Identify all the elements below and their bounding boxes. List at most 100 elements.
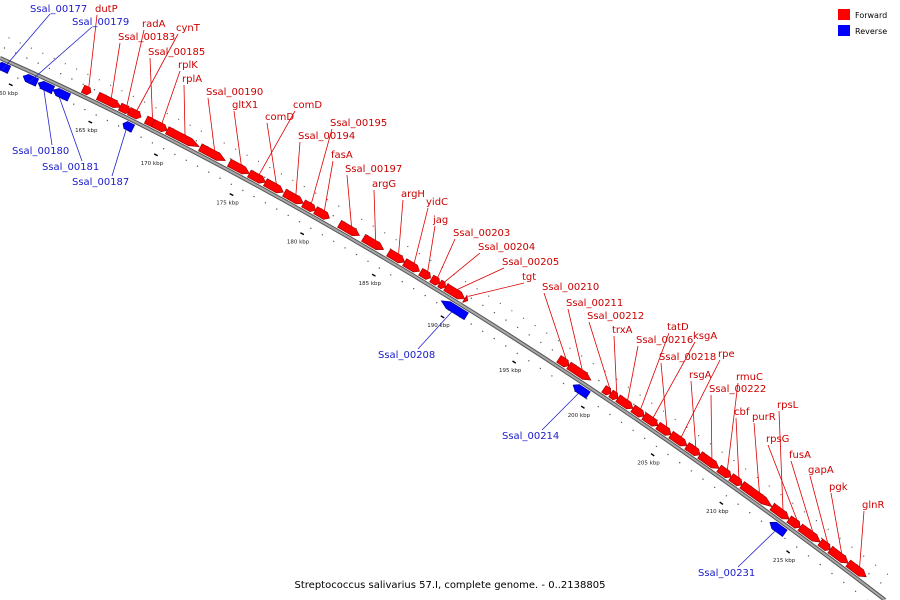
track-dot: [144, 101, 146, 103]
reverse-leader-line: [541, 393, 579, 431]
forward-leader-line: [183, 84, 186, 136]
track-dot: [464, 281, 467, 283]
track-dot: [242, 189, 244, 192]
track-dot: [886, 573, 889, 575]
forward-gene-arrow: [437, 279, 447, 290]
forward-leader-line: [437, 238, 456, 278]
reverse-leader-line: [111, 129, 127, 177]
map-caption: Streptococcus salivarius 57.I, complete …: [295, 580, 606, 591]
reverse-gene-label: Ssal_00214: [502, 431, 559, 442]
tick-label: 165 kbp: [75, 128, 98, 134]
track-dot: [792, 502, 794, 504]
track-dot: [361, 218, 363, 220]
track-dot: [17, 77, 19, 79]
forward-gene-label: glnR: [862, 500, 884, 511]
reverse-gene-label: Ssal_00231: [698, 568, 755, 579]
forward-leader-line: [258, 110, 296, 175]
forward-gene-arrow: [668, 430, 688, 447]
forward-gene-label: rsgA: [689, 370, 712, 381]
forward-gene-arrow: [361, 233, 385, 251]
forward-leader-line: [126, 29, 145, 106]
track-dot: [875, 564, 877, 566]
gene-features: [0, 61, 867, 578]
track-dot: [355, 253, 358, 256]
track-dot: [84, 108, 86, 111]
major-tick: [88, 120, 93, 124]
forward-leader-line: [311, 128, 333, 204]
track-dot: [257, 160, 260, 162]
track-dot: [632, 429, 634, 432]
track-dot: [528, 360, 530, 362]
forward-gene-arrow: [246, 169, 266, 184]
track-dot: [321, 234, 323, 236]
track-dot: [407, 245, 409, 248]
forward-gene-label: Ssal_00205: [502, 257, 559, 268]
reverse-gene-arrow: [769, 521, 788, 538]
track-dot: [223, 142, 225, 144]
track-dot: [121, 90, 123, 92]
forward-gene-label: yidC: [426, 197, 448, 208]
track-dot: [609, 413, 611, 416]
track-dot: [174, 153, 176, 156]
track-dot: [756, 476, 759, 479]
track-dot: [644, 437, 646, 440]
track-dot: [95, 114, 97, 116]
forward-gene-label: tatD: [667, 322, 689, 333]
track-dot: [522, 317, 525, 319]
reverse-gene-arrow: [572, 384, 591, 399]
track-dot: [493, 337, 495, 340]
track-dot: [843, 581, 845, 584]
forward-leader-line: [710, 394, 713, 459]
track-dot: [569, 347, 571, 349]
track-dot: [64, 63, 66, 65]
forward-leader-line: [444, 252, 481, 283]
forward-gene-arrow: [556, 355, 570, 368]
forward-gene-label: Ssal_00218: [659, 352, 716, 363]
forward-leader-line: [136, 33, 179, 111]
track-dot: [540, 341, 542, 344]
legend: Forward Reverse: [838, 9, 887, 36]
track-dot: [827, 528, 829, 531]
track-dot: [674, 418, 676, 420]
label-leader-lines: [1, 13, 865, 568]
track-dot: [851, 546, 853, 548]
track-dot: [200, 130, 202, 132]
track-dot: [208, 171, 210, 173]
tick-label: 205 kbp: [637, 461, 660, 467]
forward-leader-line: [809, 475, 828, 543]
track-dot: [737, 503, 739, 505]
forward-gene-arrow: [630, 404, 645, 418]
track-dot: [488, 295, 490, 297]
track-dot: [166, 112, 168, 115]
forward-leader-line: [373, 189, 376, 241]
forward-gene-arrow: [817, 538, 831, 552]
legend-swatch-forward: [838, 9, 850, 20]
track-dot: [831, 572, 833, 575]
forward-gene-arrow: [402, 258, 421, 273]
track-dot: [499, 302, 501, 304]
track-dot: [155, 107, 157, 109]
tick-label: 175 kbp: [216, 201, 239, 207]
track-dot: [333, 240, 335, 242]
forward-gene-label: jag: [432, 215, 448, 226]
track-dot: [598, 379, 600, 382]
track-dot: [229, 158, 232, 160]
forward-gene-label: Ssal_00212: [587, 311, 644, 322]
track-dot: [796, 546, 798, 548]
forward-gene-arrow: [429, 274, 441, 286]
track-dot: [821, 537, 823, 539]
track-dot: [246, 154, 248, 156]
track-dot: [326, 199, 328, 201]
legend-label-forward: Forward: [855, 11, 887, 20]
forward-gene-label: argG: [372, 179, 396, 190]
tick-label: 215 kbp: [773, 558, 796, 564]
track-dot: [401, 281, 403, 283]
forward-leader-line: [859, 510, 865, 567]
track-dot: [332, 215, 334, 217]
track-dot: [53, 57, 55, 60]
forward-leader-line: [207, 97, 215, 151]
track-dot: [562, 382, 565, 385]
forward-gene-label: argH: [401, 189, 425, 200]
